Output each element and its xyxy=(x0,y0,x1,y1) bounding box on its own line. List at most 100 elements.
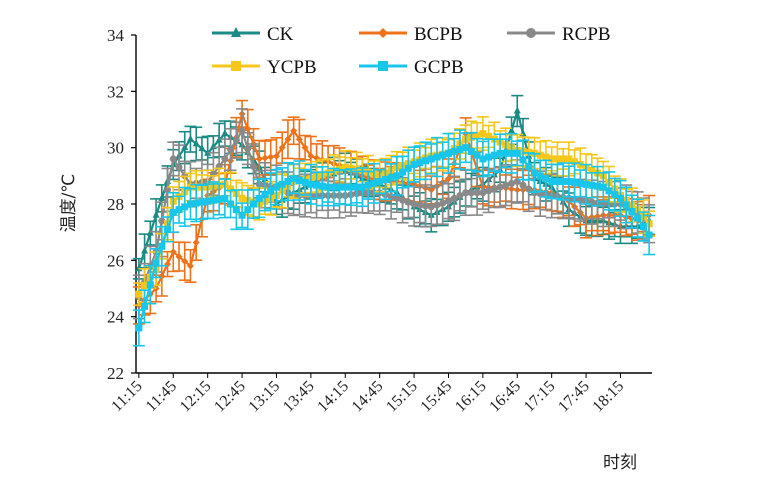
data-point xyxy=(175,206,183,214)
y-tick-label: 24 xyxy=(107,308,125,327)
legend-item-gcpb: GCPB xyxy=(359,57,464,78)
data-point xyxy=(186,134,194,142)
data-point xyxy=(479,130,487,138)
data-point xyxy=(158,193,166,201)
data-point xyxy=(255,155,263,163)
data-point xyxy=(198,144,206,152)
data-point xyxy=(387,174,395,182)
data-point xyxy=(192,139,200,147)
data-point xyxy=(175,253,183,261)
data-point xyxy=(186,262,194,270)
data-point xyxy=(399,168,407,176)
data-point xyxy=(227,185,235,193)
data-point xyxy=(141,282,149,290)
data-point xyxy=(284,135,292,143)
data-point xyxy=(450,194,458,202)
data-point xyxy=(502,181,510,189)
data-point xyxy=(473,131,481,139)
data-point xyxy=(576,179,584,187)
data-point xyxy=(427,155,435,163)
data-point xyxy=(307,180,315,188)
data-point xyxy=(227,146,235,154)
data-point xyxy=(571,158,579,166)
x-tick-label: 15:45 xyxy=(417,378,455,416)
data-point xyxy=(244,125,252,133)
data-point xyxy=(341,163,349,171)
data-point xyxy=(467,189,475,197)
data-point xyxy=(496,183,504,191)
data-point xyxy=(605,187,613,195)
data-point xyxy=(261,154,269,162)
x-tick-label: 17:15 xyxy=(521,378,559,416)
data-point xyxy=(571,178,579,186)
data-point xyxy=(135,324,143,332)
data-point xyxy=(221,155,229,163)
data-point xyxy=(209,196,217,204)
data-point xyxy=(439,199,447,207)
legend-label: YCPB xyxy=(267,57,317,78)
data-point xyxy=(146,281,154,289)
legend-item-ycpb: YCPB xyxy=(212,57,317,78)
legend-label: BCPB xyxy=(414,24,463,45)
y-tick-label: 28 xyxy=(107,195,124,214)
data-point xyxy=(404,164,412,172)
data-point xyxy=(548,155,556,163)
data-point xyxy=(301,178,309,186)
data-point xyxy=(450,147,458,155)
data-point xyxy=(639,223,647,231)
data-point xyxy=(204,197,212,205)
data-point xyxy=(526,28,536,38)
data-point xyxy=(370,179,378,187)
data-point xyxy=(192,199,200,207)
legend-item-ck: CK xyxy=(212,24,294,45)
x-tick-label: 11:15 xyxy=(108,378,145,415)
data-point xyxy=(467,147,475,155)
data-point xyxy=(295,177,303,185)
data-point xyxy=(141,246,149,254)
data-point xyxy=(508,179,516,187)
data-point xyxy=(186,200,194,208)
data-point xyxy=(238,194,246,202)
data-point xyxy=(290,175,298,183)
legend-label: GCPB xyxy=(414,57,464,78)
data-point xyxy=(267,187,275,195)
x-tick-label: 13:15 xyxy=(245,378,283,416)
data-point xyxy=(536,151,544,159)
data-point xyxy=(313,181,321,189)
data-point xyxy=(169,248,177,256)
data-point xyxy=(378,61,388,71)
data-point xyxy=(232,206,240,214)
data-point xyxy=(513,149,521,157)
data-point xyxy=(433,201,441,209)
data-point xyxy=(181,257,189,265)
data-point xyxy=(353,183,361,191)
data-point xyxy=(502,149,510,157)
x-tick-label: 16:45 xyxy=(486,378,524,416)
data-point xyxy=(559,155,567,163)
data-point xyxy=(364,181,372,189)
data-point xyxy=(594,182,602,190)
data-point xyxy=(416,159,424,167)
data-point xyxy=(238,127,246,135)
data-point xyxy=(634,214,642,222)
data-point xyxy=(456,192,464,200)
data-point xyxy=(422,157,430,165)
data-point xyxy=(164,225,172,233)
data-point xyxy=(542,175,550,183)
data-point xyxy=(508,126,516,134)
data-point xyxy=(559,177,567,185)
data-point xyxy=(278,180,286,188)
data-point xyxy=(410,200,418,208)
data-point xyxy=(141,302,149,310)
data-point xyxy=(272,152,280,160)
data-point xyxy=(158,217,166,225)
x-tick-label: 12:45 xyxy=(211,378,249,416)
x-tick-label: 11:45 xyxy=(143,378,180,415)
x-tick-label: 17:45 xyxy=(555,378,593,416)
data-point xyxy=(553,155,561,163)
y-axis-title: 温度/℃ xyxy=(59,174,79,233)
data-point xyxy=(462,189,470,197)
data-point xyxy=(175,163,183,171)
y-tick-label: 26 xyxy=(107,251,124,270)
data-point xyxy=(347,183,355,191)
